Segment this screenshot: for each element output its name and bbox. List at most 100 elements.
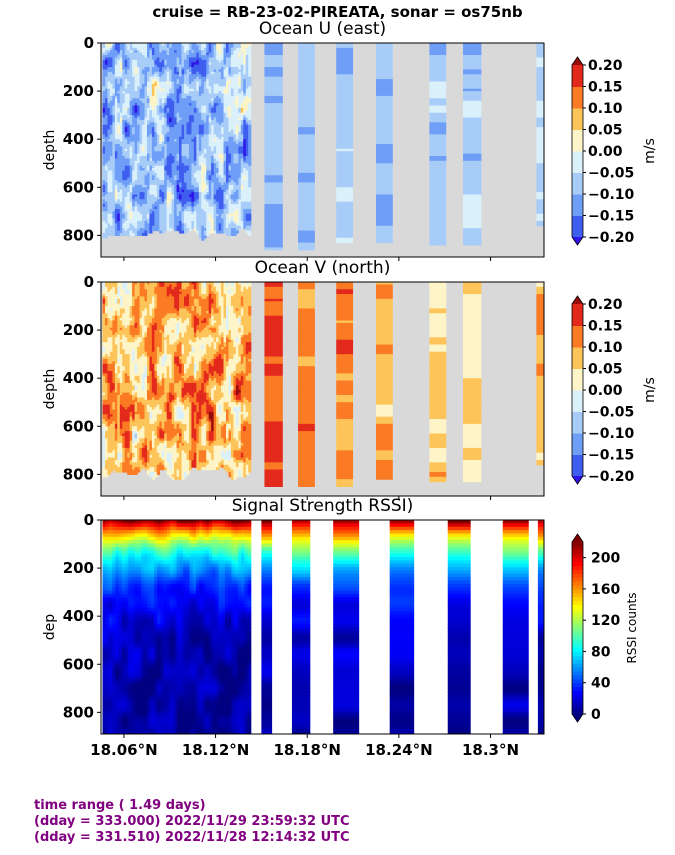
colorbar-swatch-2-9: [572, 674, 583, 680]
colorbar-swatch-2-20: [572, 631, 583, 637]
colorbar-tick-label-0-8: −0.20: [588, 230, 635, 246]
colorbar-swatch-0-6: [572, 86, 583, 109]
panel-1: 0 200 400 600 800 depth 0.20 0.15 0.10 0.05 0.00 −0…: [42, 273, 658, 500]
ytick-label-1-0: 0: [84, 273, 94, 291]
colorbar-swatch-2-17: [572, 643, 583, 649]
colorbar-2: 0 40 80 120 160 200 RSSI counts: [571, 533, 639, 723]
xtick-label-0: 18.06°N: [90, 741, 158, 759]
colorbar-swatch-2-27: [572, 604, 583, 609]
ytick-label-0-400: 400: [63, 130, 94, 148]
colorbar-tick-label-2-1: 40: [591, 676, 611, 692]
colorbar-swatch-2-29: [572, 596, 583, 602]
colorbar-swatch-2-10: [572, 671, 583, 676]
colorbar-tick-label-0-0: 0.20: [588, 58, 623, 74]
colorbar-swatch-2-39: [572, 557, 583, 563]
colorbar-swatch-2-24: [572, 616, 583, 621]
colorbar-extend-max-2: [572, 534, 583, 542]
colorbar-swatch-2-3: [572, 698, 583, 703]
panel-title-v: Ocean V (north): [254, 258, 391, 278]
colorbar-swatch-2-12: [572, 663, 583, 668]
colorbar-tick-label-2-2: 80: [591, 644, 611, 660]
colorbar-swatch-2-34: [572, 577, 583, 582]
colorbar-swatch-2-42: [572, 545, 583, 551]
colorbar-tick-label-2-0: 0: [591, 707, 601, 723]
colorbar-tick-label-0-5: −0.05: [588, 166, 634, 182]
colorbar-swatch-1-5: [572, 347, 583, 369]
colorbar-tick-label-2-3: 120: [591, 613, 620, 629]
ytick-label-2-400: 400: [63, 607, 94, 625]
colorbar-swatch-1-4: [572, 368, 583, 391]
ytick-label-1-400: 400: [63, 369, 94, 387]
colorbar-swatch-2-37: [572, 565, 583, 570]
plot-area-2: [101, 520, 544, 734]
colorbar-tick-label-0-6: −0.10: [588, 187, 635, 203]
colorbar-swatch-2-32: [572, 585, 583, 590]
ytick-label-0-0: 0: [84, 34, 94, 52]
colorbar-swatch-2-26: [572, 608, 583, 613]
colorbar-swatch-2-35: [572, 573, 583, 578]
colorbar-swatch-2-36: [572, 569, 583, 574]
colorbar-swatch-2-21: [572, 628, 583, 633]
colorbar-swatch-2-15: [572, 651, 583, 656]
ytick-label-1-800: 800: [63, 465, 94, 483]
colorbar-swatch-2-11: [572, 667, 583, 672]
colorbar-tick-label-0-4: 0.00: [588, 144, 623, 160]
colorbar-swatch-2-43: [572, 542, 583, 547]
colorbar-tick-label-1-8: −0.20: [588, 469, 635, 485]
ytick-label-2-200: 200: [63, 559, 94, 577]
colorbar-label-2: RSSI counts: [625, 592, 639, 663]
ytick-label-0-200: 200: [63, 82, 94, 100]
colorbar-swatch-0-7: [572, 65, 583, 87]
colorbar-tick-label-0-7: −0.15: [588, 209, 634, 225]
xtick-label-1: 18.12°N: [182, 741, 250, 759]
colorbar-swatch-2-31: [572, 588, 583, 594]
colorbar-swatch-2-16: [572, 647, 583, 652]
colorbar-extend-min-1: [572, 476, 583, 484]
colorbar-tick-label-1-4: 0.00: [588, 383, 623, 399]
colorbar-1: 0.20 0.15 0.10 0.05 0.00 −0.05 −0.10 −0.15 −0.20…: [571, 295, 658, 485]
colorbar-swatch-2-41: [572, 549, 583, 555]
colorbar-tick-label-1-5: −0.05: [588, 405, 634, 421]
colorbar-tick-label-1-0: 0.20: [588, 297, 623, 313]
colorbar-swatch-1-6: [572, 325, 583, 348]
ytick-label-2-600: 600: [63, 655, 94, 673]
ytick-label-2-0: 0: [84, 511, 94, 529]
ytick-label-0-600: 600: [63, 178, 94, 196]
colorbar-swatch-0-4: [572, 129, 583, 152]
ytick-label-0-800: 800: [63, 226, 94, 244]
ylabel-1: depth: [42, 369, 58, 410]
colorbar-swatch-1-2: [572, 411, 583, 434]
panel-title-rssi: Signal Strength RSSI): [231, 496, 414, 516]
colorbar-swatch-0-5: [572, 108, 583, 130]
colorbar-tick-label-2-4: 160: [591, 582, 620, 598]
colorbar-swatch-2-14: [572, 655, 583, 660]
colorbar-swatch-2-38: [572, 561, 583, 566]
colorbar-tick-label-0-1: 0.15: [588, 80, 623, 96]
ytick-label-1-600: 600: [63, 417, 94, 435]
colorbar-tick-label-0-2: 0.10: [588, 101, 623, 117]
panel-title-u: Ocean U (east): [258, 19, 387, 39]
colorbar-swatch-1-3: [572, 390, 583, 412]
colorbar-swatch-2-40: [572, 553, 583, 559]
xtick-label-3: 18.24°N: [365, 741, 433, 759]
footer-start-time: (dday = 331.510) 2022/11/28 12:14:32 UTC: [34, 830, 350, 845]
footer-time-range: time range ( 1.49 days): [34, 798, 206, 813]
axes-frame-1: [100, 281, 545, 497]
colorbar-swatch-2-5: [572, 690, 583, 695]
colorbar-swatch-2-1: [572, 706, 583, 711]
colorbar-extend-max-1: [572, 296, 583, 304]
panel-0: 0 200 400 600 800 depth 0.20 0.15 0.10 0.05 0.00 −0…: [42, 34, 658, 261]
colorbar-swatch-1-1: [572, 433, 583, 455]
xtick-label-4: 18.3°N: [462, 741, 519, 759]
colorbar-swatch-2-25: [572, 612, 583, 617]
colorbar-swatch-2-23: [572, 620, 583, 625]
colorbar-swatch-2-28: [572, 600, 583, 606]
colorbar-tick-label-2-5: 200: [591, 551, 620, 567]
figure-suptitle: cruise = RB-23-02-PIREATA, sonar = os75n…: [152, 3, 523, 21]
colorbar-tick-label-0-3: 0.05: [588, 123, 623, 139]
colorbar-tick-label-1-1: 0.15: [588, 319, 623, 335]
ylabel-0: depth: [42, 130, 58, 171]
axes-frame-2: [100, 519, 545, 735]
colorbar-extend-max-0: [572, 57, 583, 65]
